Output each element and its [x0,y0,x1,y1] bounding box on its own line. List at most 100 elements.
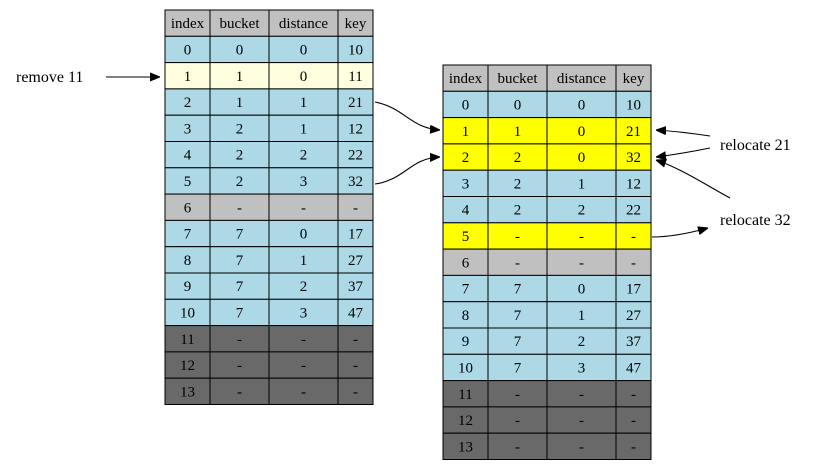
cell-key: - [631,255,636,271]
cell-index: 6 [184,200,192,216]
table-cell-bg [615,222,652,250]
cell-distance: - [579,439,584,455]
cell-index: 12 [458,413,473,429]
table-cell-bg [487,90,548,119]
table-cell-bg [164,351,211,379]
cell-index: 7 [462,282,470,298]
table-row: 5 - - - [442,222,652,250]
table-cell-bg [442,248,489,276]
table-cell-bg [268,377,339,406]
cell-distance: 1 [300,121,308,137]
cell-bucket: - [237,200,242,216]
table-cell-bg [615,301,652,329]
table-cell-bg [487,196,548,224]
cell-distance: 1 [578,308,586,324]
column-header-index: index [449,71,483,87]
table-cell-bg [546,353,617,382]
table-cell-bg [546,248,617,276]
cell-index: 5 [184,174,192,190]
table-cell-bg [337,35,374,64]
table-cell-bg [164,246,211,274]
edges [106,77,731,238]
table-cell-bg [337,62,374,90]
table-cell-bg [268,167,339,195]
cell-key: 17 [348,227,364,243]
table-cell-bg [164,141,211,169]
cell-key: 47 [626,360,642,376]
table-cell-bg [209,325,270,353]
cell-index: 1 [462,124,470,140]
cell-distance: 1 [300,253,308,269]
cell-distance: 2 [578,203,586,219]
cell-distance: 1 [300,95,308,111]
table-row: 0 0 0 10 [164,35,374,64]
table-row: 9 7 2 37 [442,327,652,355]
cell-index: 8 [184,253,192,269]
cell-key: 27 [348,253,364,269]
table-cell-bg [487,169,548,197]
table-row: 3 2 1 12 [442,169,652,197]
table-row: 8 7 1 27 [442,301,652,329]
table-row: 2 1 1 21 [164,88,374,116]
table-header: index bucket distance key [442,64,652,92]
table-cell-bg [546,196,617,224]
table-cell-bg [487,143,548,171]
table-cell-bg [209,62,270,90]
cell-bucket: 0 [514,97,522,113]
cell-distance: 0 [300,42,308,58]
cell-distance: 2 [578,334,586,350]
table-cell-bg [164,114,211,142]
cell-bucket: 7 [514,308,522,324]
table-cell-bg [209,35,270,64]
cell-bucket: - [515,439,520,455]
relocate-32-arrow [656,160,731,199]
cell-key: - [353,384,358,400]
table-cell-bg [209,9,270,37]
cell-key: 32 [348,174,363,190]
cell-index: 11 [180,332,194,348]
cell-index: 3 [462,176,470,192]
table-row: 4 2 2 22 [442,196,652,224]
cell-key: 10 [626,97,641,113]
cell-bucket: 7 [236,279,244,295]
cell-index: 1 [184,69,192,85]
cell-key: 21 [348,95,363,111]
table-cell-bg [337,88,374,116]
table-row: 12 - - - [442,406,652,434]
table-cell-bg [615,117,652,145]
table-cell-bg [268,351,339,379]
cell-index: 0 [184,42,192,58]
table-row: 0 0 0 10 [442,90,652,119]
cell-index: 11 [458,387,472,403]
column-header-bucket: bucket [498,71,539,87]
table-cell-bg [337,114,374,142]
cell-bucket: 7 [514,282,522,298]
table-row: 1 1 0 21 [442,117,652,145]
cell-index: 4 [462,203,470,219]
table-cell-bg [546,169,617,197]
table-cell-bg [546,274,617,303]
cell-key: - [631,387,636,403]
cell-index: 13 [458,439,473,455]
cell-bucket: 2 [514,203,522,219]
cell-distance: 0 [300,69,308,85]
cell-bucket: - [237,332,242,348]
cell-key: - [631,439,636,455]
table-cell-bg [442,222,489,250]
table-row: 11 - - - [164,325,374,353]
table-cell-bg [209,298,270,327]
table-cell-bg [268,141,339,169]
cell-index: 5 [462,229,470,245]
cell-index: 0 [462,97,470,113]
table-cell-bg [546,406,617,434]
table-row: 6 - - - [164,193,374,221]
cell-bucket: - [515,413,520,429]
cell-distance: 0 [300,227,308,243]
table-row: 7 7 0 17 [164,219,374,248]
table-row: 7 7 0 17 [442,274,652,303]
cell-key: 37 [626,334,642,350]
cell-bucket: - [237,384,242,400]
column-header-index: index [171,16,205,32]
table-row: 9 7 2 37 [164,272,374,300]
